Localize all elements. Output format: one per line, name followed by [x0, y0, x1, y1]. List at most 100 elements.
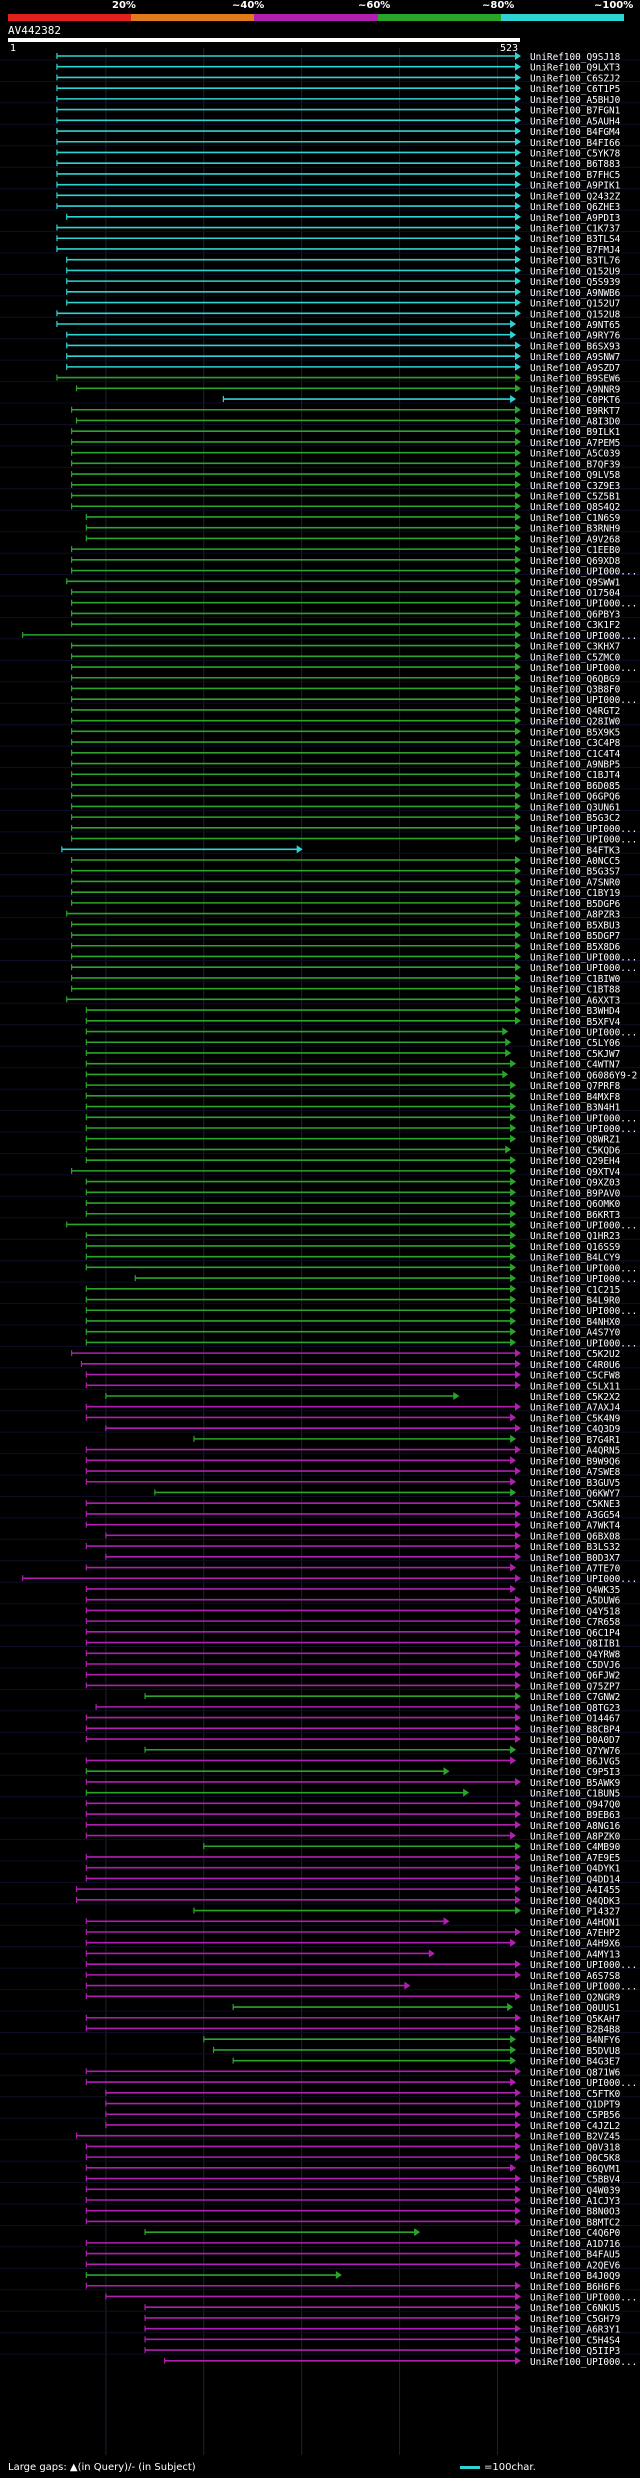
hit-label: UniRef100_Q9SWW1 [530, 577, 621, 588]
hit-label: UniRef100_C5GH79 [530, 2314, 621, 2325]
hit-end-arrow [515, 2313, 521, 2322]
hit-end-arrow [515, 1402, 521, 1411]
hit-end-arrow [510, 1241, 517, 1250]
hit-label: UniRef100_B2B4B8 [530, 2024, 621, 2035]
gaps-legend: Large gaps: ▲(in Query)/- (in Subject) [8, 2462, 196, 2473]
hit-end-arrow [515, 1638, 521, 1647]
hit-end-arrow [510, 1220, 517, 1229]
hit-end-arrow [515, 255, 521, 264]
hit-label: UniRef100_Q1DPT9 [530, 2100, 621, 2111]
hit-label: UniRef100_Q6ZHE3 [530, 202, 620, 213]
hit-label: UniRef100_Q152U7 [530, 299, 620, 310]
hit-end-arrow [443, 1917, 450, 1926]
hit-end-arrow [510, 1134, 517, 1143]
hit-end-arrow [510, 1199, 517, 1208]
hit-label: UniRef100_C1C215 [530, 1285, 620, 1296]
hit-label: UniRef100_A2QEV6 [530, 2260, 621, 2271]
hit-end-arrow [515, 888, 521, 897]
hit-end-arrow [515, 1863, 521, 1872]
hit-end-arrow [515, 2142, 521, 2151]
hit-label: UniRef100_C5ZMC0 [530, 652, 621, 663]
hit-label: UniRef100_A9PDI3 [530, 213, 620, 224]
query-start-tick: 1 [10, 43, 17, 54]
hit-label: UniRef100_C5K4N9 [530, 1413, 621, 1424]
hit-end-arrow [515, 952, 521, 961]
hit-end-arrow [515, 1574, 521, 1583]
hit-label: UniRef100_B5DVU8 [530, 2046, 621, 2057]
hit-end-arrow [515, 427, 521, 436]
hit-label: UniRef100_A7PEM5 [530, 438, 620, 449]
hit-label: UniRef100_B9ILK1 [530, 427, 621, 438]
hit-end-arrow [443, 1767, 450, 1776]
hit-end-arrow [515, 1810, 521, 1819]
hit-label: UniRef100_A8I3D0 [530, 416, 621, 427]
hit-label: UniRef100_C5CFW8 [530, 1371, 621, 1382]
hit-end-arrow [515, 2174, 521, 2183]
scale-swatch [460, 2465, 480, 2469]
hit-label: UniRef100_C4Q6P0 [530, 2228, 621, 2239]
hit-label: UniRef100_A8PZR3 [530, 910, 620, 921]
hit-label: UniRef100_B4L9R0 [530, 1296, 621, 1307]
hit-label: UniRef100_B7G4R1 [530, 1435, 621, 1446]
hit-label: UniRef100_Q4YRW8 [530, 1649, 621, 1660]
hit-end-arrow [515, 834, 521, 843]
hit-end-arrow [515, 1542, 521, 1551]
hit-label: UniRef100_Q9LV58 [530, 470, 621, 481]
hit-label: UniRef100_B5G3C2 [530, 813, 620, 824]
hit-label: UniRef100_O17504 [530, 588, 621, 599]
hit-label: UniRef100_A4I455 [530, 1885, 620, 1896]
hit-end-arrow [510, 395, 517, 404]
hit-end-arrow [505, 1048, 512, 1057]
hit-label: UniRef100_B8N0O3 [530, 2207, 620, 2218]
hit-end-arrow [510, 1059, 517, 1068]
hit-label: UniRef100_A1D716 [530, 2239, 621, 2250]
hit-end-arrow [515, 759, 521, 768]
hit-label: UniRef100_B5DGP7 [530, 931, 620, 942]
hit-end-arrow [515, 780, 521, 789]
hit-end-arrow [515, 898, 521, 907]
hit-end-arrow [515, 2120, 521, 2129]
hit-end-arrow [515, 223, 521, 232]
hit-label: UniRef100_C3Z9E3 [530, 481, 620, 492]
hit-label: UniRef100_Q69XD8 [530, 556, 621, 567]
hit-end-arrow [515, 695, 521, 704]
hit-label: UniRef100_UPI000... [530, 567, 637, 578]
hit-end-arrow [510, 1456, 517, 1465]
hit-label: UniRef100_A7EHP2 [530, 1928, 620, 1939]
hit-label: UniRef100_UPI000... [530, 2078, 637, 2089]
hit-end-arrow [515, 244, 521, 253]
hit-label: UniRef100_Q2NGR9 [530, 1992, 621, 2003]
hit-end-arrow [510, 320, 517, 328]
hit-label: UniRef100_C5K2U2 [530, 1349, 620, 1360]
hit-label: UniRef100_A9NNR9 [530, 384, 621, 395]
hit-label: UniRef100_UPI000... [530, 631, 637, 642]
hit-end-arrow [502, 1070, 509, 1079]
hit-end-arrow [515, 1660, 521, 1668]
scale-segment-20 [8, 14, 131, 21]
hit-label: UniRef100_B9RKT7 [530, 406, 620, 417]
hit-label: UniRef100_B5G3S7 [530, 867, 620, 878]
hit-end-arrow [510, 1284, 517, 1293]
hit-label: UniRef100_UPI000... [530, 1220, 637, 1231]
hit-end-arrow [515, 84, 521, 93]
hit-label: UniRef100_UPI000... [530, 2357, 637, 2368]
hit-end-arrow [515, 1381, 521, 1390]
hit-label: UniRef100_A6R3Y1 [530, 2325, 621, 2336]
hit-label: UniRef100_C5PB56 [530, 2110, 621, 2121]
scale-label-80: ~80% [482, 0, 515, 11]
hit-label: UniRef100_A4S7Y0 [530, 1328, 621, 1339]
hit-end-arrow [515, 384, 521, 393]
hit-end-arrow [515, 1895, 521, 1904]
hit-end-arrow [515, 105, 521, 114]
hit-label: UniRef100_C5FTK0 [530, 2089, 621, 2100]
hit-end-arrow [510, 1177, 517, 1186]
hit-end-arrow [515, 630, 521, 639]
hit-end-arrow [515, 94, 521, 103]
hit-end-arrow [515, 2088, 521, 2097]
hit-end-arrow [515, 534, 521, 543]
hit-end-arrow [510, 1166, 517, 1175]
hit-label: UniRef100_UPI000... [530, 1960, 637, 1971]
hit-end-arrow [510, 2035, 517, 2044]
hit-end-arrow [515, 909, 521, 918]
hit-end-arrow [510, 1306, 517, 1315]
